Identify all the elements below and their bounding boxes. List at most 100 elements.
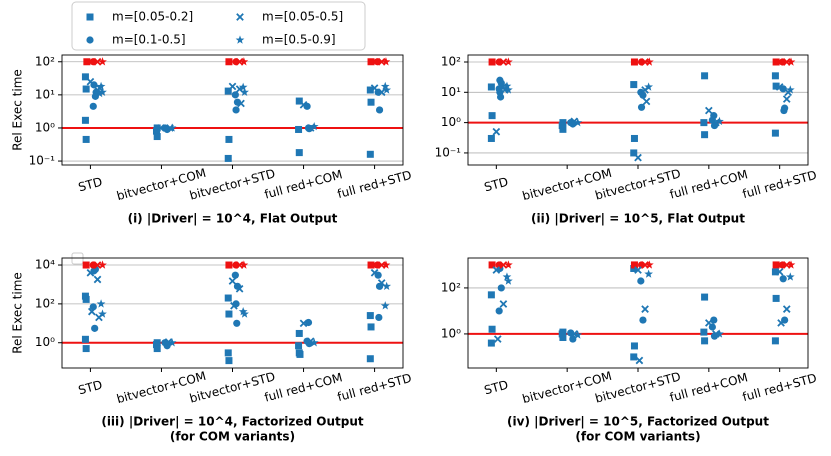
point bbox=[488, 112, 496, 120]
point bbox=[502, 272, 512, 281]
point bbox=[492, 266, 501, 274]
point bbox=[82, 135, 90, 143]
point bbox=[502, 81, 512, 90]
point bbox=[82, 345, 90, 353]
legend-label: m=[0.05-0.2] bbox=[112, 10, 193, 24]
point bbox=[710, 316, 718, 324]
timeout-point bbox=[239, 57, 249, 66]
point bbox=[295, 97, 303, 105]
y-axis-label: Rel Exec time bbox=[11, 69, 25, 151]
timeout-point bbox=[786, 260, 796, 269]
timeout-point bbox=[93, 261, 102, 269]
point bbox=[295, 149, 303, 157]
legend-marker bbox=[86, 36, 94, 44]
point bbox=[153, 345, 161, 353]
point bbox=[156, 124, 165, 132]
point bbox=[493, 335, 502, 343]
point bbox=[771, 129, 779, 137]
point bbox=[771, 268, 779, 276]
x-tick-label: STD bbox=[483, 175, 510, 195]
subplot-subtitle: (for COM variants) bbox=[170, 430, 295, 444]
point bbox=[81, 335, 89, 343]
timeout-point bbox=[93, 57, 102, 66]
y-tick-label: 10² bbox=[441, 54, 461, 68]
point bbox=[367, 323, 375, 331]
point bbox=[98, 87, 107, 96]
point bbox=[225, 135, 233, 143]
point bbox=[152, 127, 160, 135]
point bbox=[299, 319, 308, 328]
point bbox=[559, 125, 567, 133]
y-tick-label: 10⁻¹ bbox=[29, 154, 56, 168]
timeout-point bbox=[381, 57, 391, 66]
point bbox=[775, 268, 784, 276]
timeout-point bbox=[83, 58, 91, 66]
point bbox=[86, 268, 95, 277]
y-tick-label: 10⁴ bbox=[35, 258, 55, 272]
point bbox=[701, 337, 709, 345]
x-tick-label: STD bbox=[483, 378, 510, 398]
point bbox=[231, 91, 239, 99]
point bbox=[232, 106, 240, 114]
point bbox=[296, 350, 304, 358]
point bbox=[96, 81, 106, 91]
point bbox=[715, 116, 724, 126]
timeout-point bbox=[239, 260, 249, 269]
point bbox=[238, 307, 248, 316]
point bbox=[86, 77, 95, 86]
legend-label: m=[0.5-0.9] bbox=[262, 33, 336, 47]
subplot-title: (ii) |Driver| = 10^5, Flat Output bbox=[531, 212, 745, 226]
y-axis-label: Rel Exec time bbox=[11, 272, 25, 354]
point bbox=[228, 82, 237, 91]
subplot-title: (iv) |Driver| = 10^5, Factorized Output bbox=[507, 415, 769, 429]
point bbox=[487, 134, 495, 142]
point bbox=[153, 133, 161, 141]
point bbox=[569, 335, 577, 343]
y-tick-label: 10⁻¹ bbox=[435, 145, 462, 159]
y-tick-label: 10⁰ bbox=[35, 120, 55, 134]
axes-frame bbox=[467, 257, 809, 369]
point bbox=[779, 275, 787, 283]
point bbox=[495, 307, 503, 315]
point bbox=[238, 82, 248, 91]
point bbox=[704, 319, 713, 327]
point bbox=[380, 301, 390, 310]
point bbox=[487, 291, 495, 299]
point bbox=[370, 268, 379, 277]
timeout-point bbox=[367, 58, 375, 66]
point bbox=[309, 121, 319, 131]
point bbox=[81, 73, 89, 81]
point bbox=[771, 72, 779, 80]
point bbox=[630, 134, 638, 142]
point bbox=[82, 85, 90, 93]
point bbox=[644, 269, 653, 278]
point bbox=[366, 150, 374, 158]
point bbox=[637, 277, 645, 285]
timeout-point bbox=[488, 58, 496, 66]
point bbox=[504, 85, 513, 94]
timeout-point bbox=[98, 260, 107, 269]
point bbox=[488, 325, 496, 333]
point bbox=[487, 339, 495, 347]
point bbox=[295, 125, 303, 133]
timeout-point bbox=[82, 261, 90, 269]
point bbox=[635, 356, 644, 365]
timeout-point bbox=[367, 261, 375, 269]
point bbox=[775, 83, 784, 91]
point bbox=[700, 119, 708, 127]
point bbox=[634, 266, 642, 274]
point bbox=[772, 82, 780, 90]
point bbox=[366, 355, 374, 363]
timeout-point bbox=[786, 57, 796, 66]
point bbox=[225, 310, 233, 318]
point bbox=[375, 282, 384, 290]
point bbox=[573, 330, 583, 339]
legend-marker bbox=[235, 35, 245, 44]
legend-marker bbox=[86, 13, 94, 21]
point bbox=[785, 272, 795, 281]
point bbox=[782, 305, 791, 313]
y-tick-label: 10⁰ bbox=[35, 335, 55, 349]
subplot-title: (i) |Driver| = 10^4, Flat Output bbox=[128, 212, 338, 226]
axes-frame bbox=[467, 54, 809, 166]
